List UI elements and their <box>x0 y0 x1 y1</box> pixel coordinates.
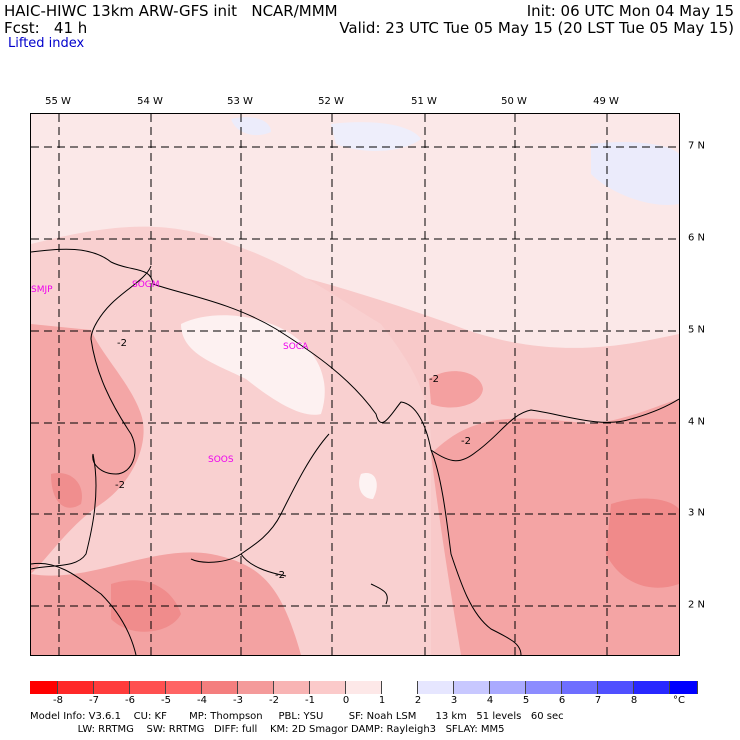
colorbar-swatch <box>490 681 526 694</box>
colorbar-swatch <box>94 681 130 694</box>
colorbar-label: -4 <box>197 695 207 706</box>
colorbar-label: -8 <box>53 695 63 706</box>
lat-label-6n: 6 N <box>688 232 706 244</box>
coastline-borders <box>31 248 679 655</box>
contour-label-1: -2 <box>117 338 127 349</box>
border-guyana-suriname <box>90 265 152 475</box>
colorbar-swatch <box>202 681 238 694</box>
contour-label-5: -2 <box>275 570 285 581</box>
contour-label-3: -2 <box>461 436 471 447</box>
shade-minus3-south <box>111 580 181 632</box>
shade-positive-ne <box>591 142 679 205</box>
contour-label-4: -2 <box>115 480 125 491</box>
shade-coast <box>31 226 431 655</box>
colorbar <box>30 681 698 694</box>
colorbar-swatch <box>454 681 490 694</box>
lat-label-3n: 3 N <box>688 507 706 519</box>
map-canvas: -2 -2 -2 -2 -2 SMJP SOGM SOCA SOOS <box>31 114 679 655</box>
valid-time: Valid: 23 UTC Tue 05 May 15 (20 LST Tue … <box>339 19 734 37</box>
shade-positive-north <box>331 122 421 151</box>
colorbar-label: 8 <box>630 695 638 706</box>
colorbar-swatch <box>310 681 346 694</box>
border-south-w <box>31 453 97 570</box>
forecast-hour: Fcst: 41 h <box>4 19 88 37</box>
colorbar-swatch <box>346 681 382 694</box>
colorbar-swatch <box>30 681 58 694</box>
lon-label-53w: 53 W <box>227 96 253 107</box>
lat-label-2n: 2 N <box>688 599 706 611</box>
colorbar-label: 1 <box>378 695 386 706</box>
shade-zero-small <box>359 473 377 499</box>
lon-label-54w: 54 W <box>137 96 163 107</box>
colorbar-label: 7 <box>594 695 602 706</box>
colorbar-label: 2 <box>414 695 422 706</box>
colorbar-label: 6 <box>558 695 566 706</box>
colorbar-label: -3 <box>233 695 243 706</box>
colorbar-swatch <box>634 681 670 694</box>
colorbar-swatch <box>58 681 94 694</box>
init-time: Init: 06 UTC Mon 04 May 15 <box>526 2 734 20</box>
station-sogm: SOGM <box>132 280 160 290</box>
colorbar-label: 3 <box>450 695 458 706</box>
lon-label-55w: 55 W <box>45 96 71 107</box>
colorbar-swatch <box>598 681 634 694</box>
colorbar-label: 4 <box>486 695 494 706</box>
border-brazil-w <box>31 562 137 655</box>
colorbar-swatch <box>562 681 598 694</box>
colorbar-swatch <box>166 681 202 694</box>
model-info-line2: LW: RRTMG SW: RRTMG DIFF: full KM: 2D Sm… <box>30 724 505 735</box>
border-fg-brazil <box>430 449 522 655</box>
model-info-line1: Model Info: V3.6.1 CU: KF MP: Thompson P… <box>30 711 564 722</box>
lon-label-51w: 51 W <box>411 96 437 107</box>
shade-minus3-east <box>606 498 679 588</box>
colorbar-swatch <box>526 681 562 694</box>
colorbar-swatch <box>382 681 418 694</box>
station-smjp: SMJP <box>31 285 53 295</box>
colorbar-label: 0 <box>342 695 350 706</box>
colorbar-label: 5 <box>522 695 530 706</box>
coastline <box>31 248 679 462</box>
colorbar-swatch <box>274 681 310 694</box>
colorbar-label: -5 <box>161 695 171 706</box>
shade-minus2-cell <box>429 371 483 408</box>
colorbar-swatch <box>238 681 274 694</box>
border-small-inlet <box>370 583 388 605</box>
model-title: HAIC-HIWC 13km ARW-GFS init NCAR/MMM <box>4 2 338 20</box>
lon-label-52w: 52 W <box>318 96 344 107</box>
colorbar-unit: °C <box>673 695 685 706</box>
lifted-index-map: -2 -2 -2 -2 -2 SMJP SOGM SOCA SOOS <box>30 113 680 656</box>
colorbar-swatch <box>130 681 166 694</box>
lon-label-50w: 50 W <box>501 96 527 107</box>
colorbar-label: -2 <box>269 695 279 706</box>
lat-label-4n: 4 N <box>688 416 706 428</box>
field-name: Lifted index <box>8 36 85 51</box>
shade-zero-pocket <box>181 315 325 415</box>
lon-label-49w: 49 W <box>593 96 619 107</box>
colorbar-label: -7 <box>89 695 99 706</box>
colorbar-swatch <box>670 681 698 694</box>
lat-label-5n: 5 N <box>688 324 706 336</box>
border-suriname-fg <box>190 433 330 563</box>
station-soos: SOOS <box>208 455 234 465</box>
contour-label-2: -2 <box>429 374 439 385</box>
colorbar-label: -6 <box>125 695 135 706</box>
lat-label-7n: 7 N <box>688 140 706 152</box>
colorbar-label: -1 <box>305 695 315 706</box>
border-river <box>240 553 287 577</box>
graticule <box>31 114 679 655</box>
colorbar-swatch <box>418 681 454 694</box>
station-soca: SOCA <box>283 342 309 352</box>
shade-minus2-east <box>431 399 679 655</box>
